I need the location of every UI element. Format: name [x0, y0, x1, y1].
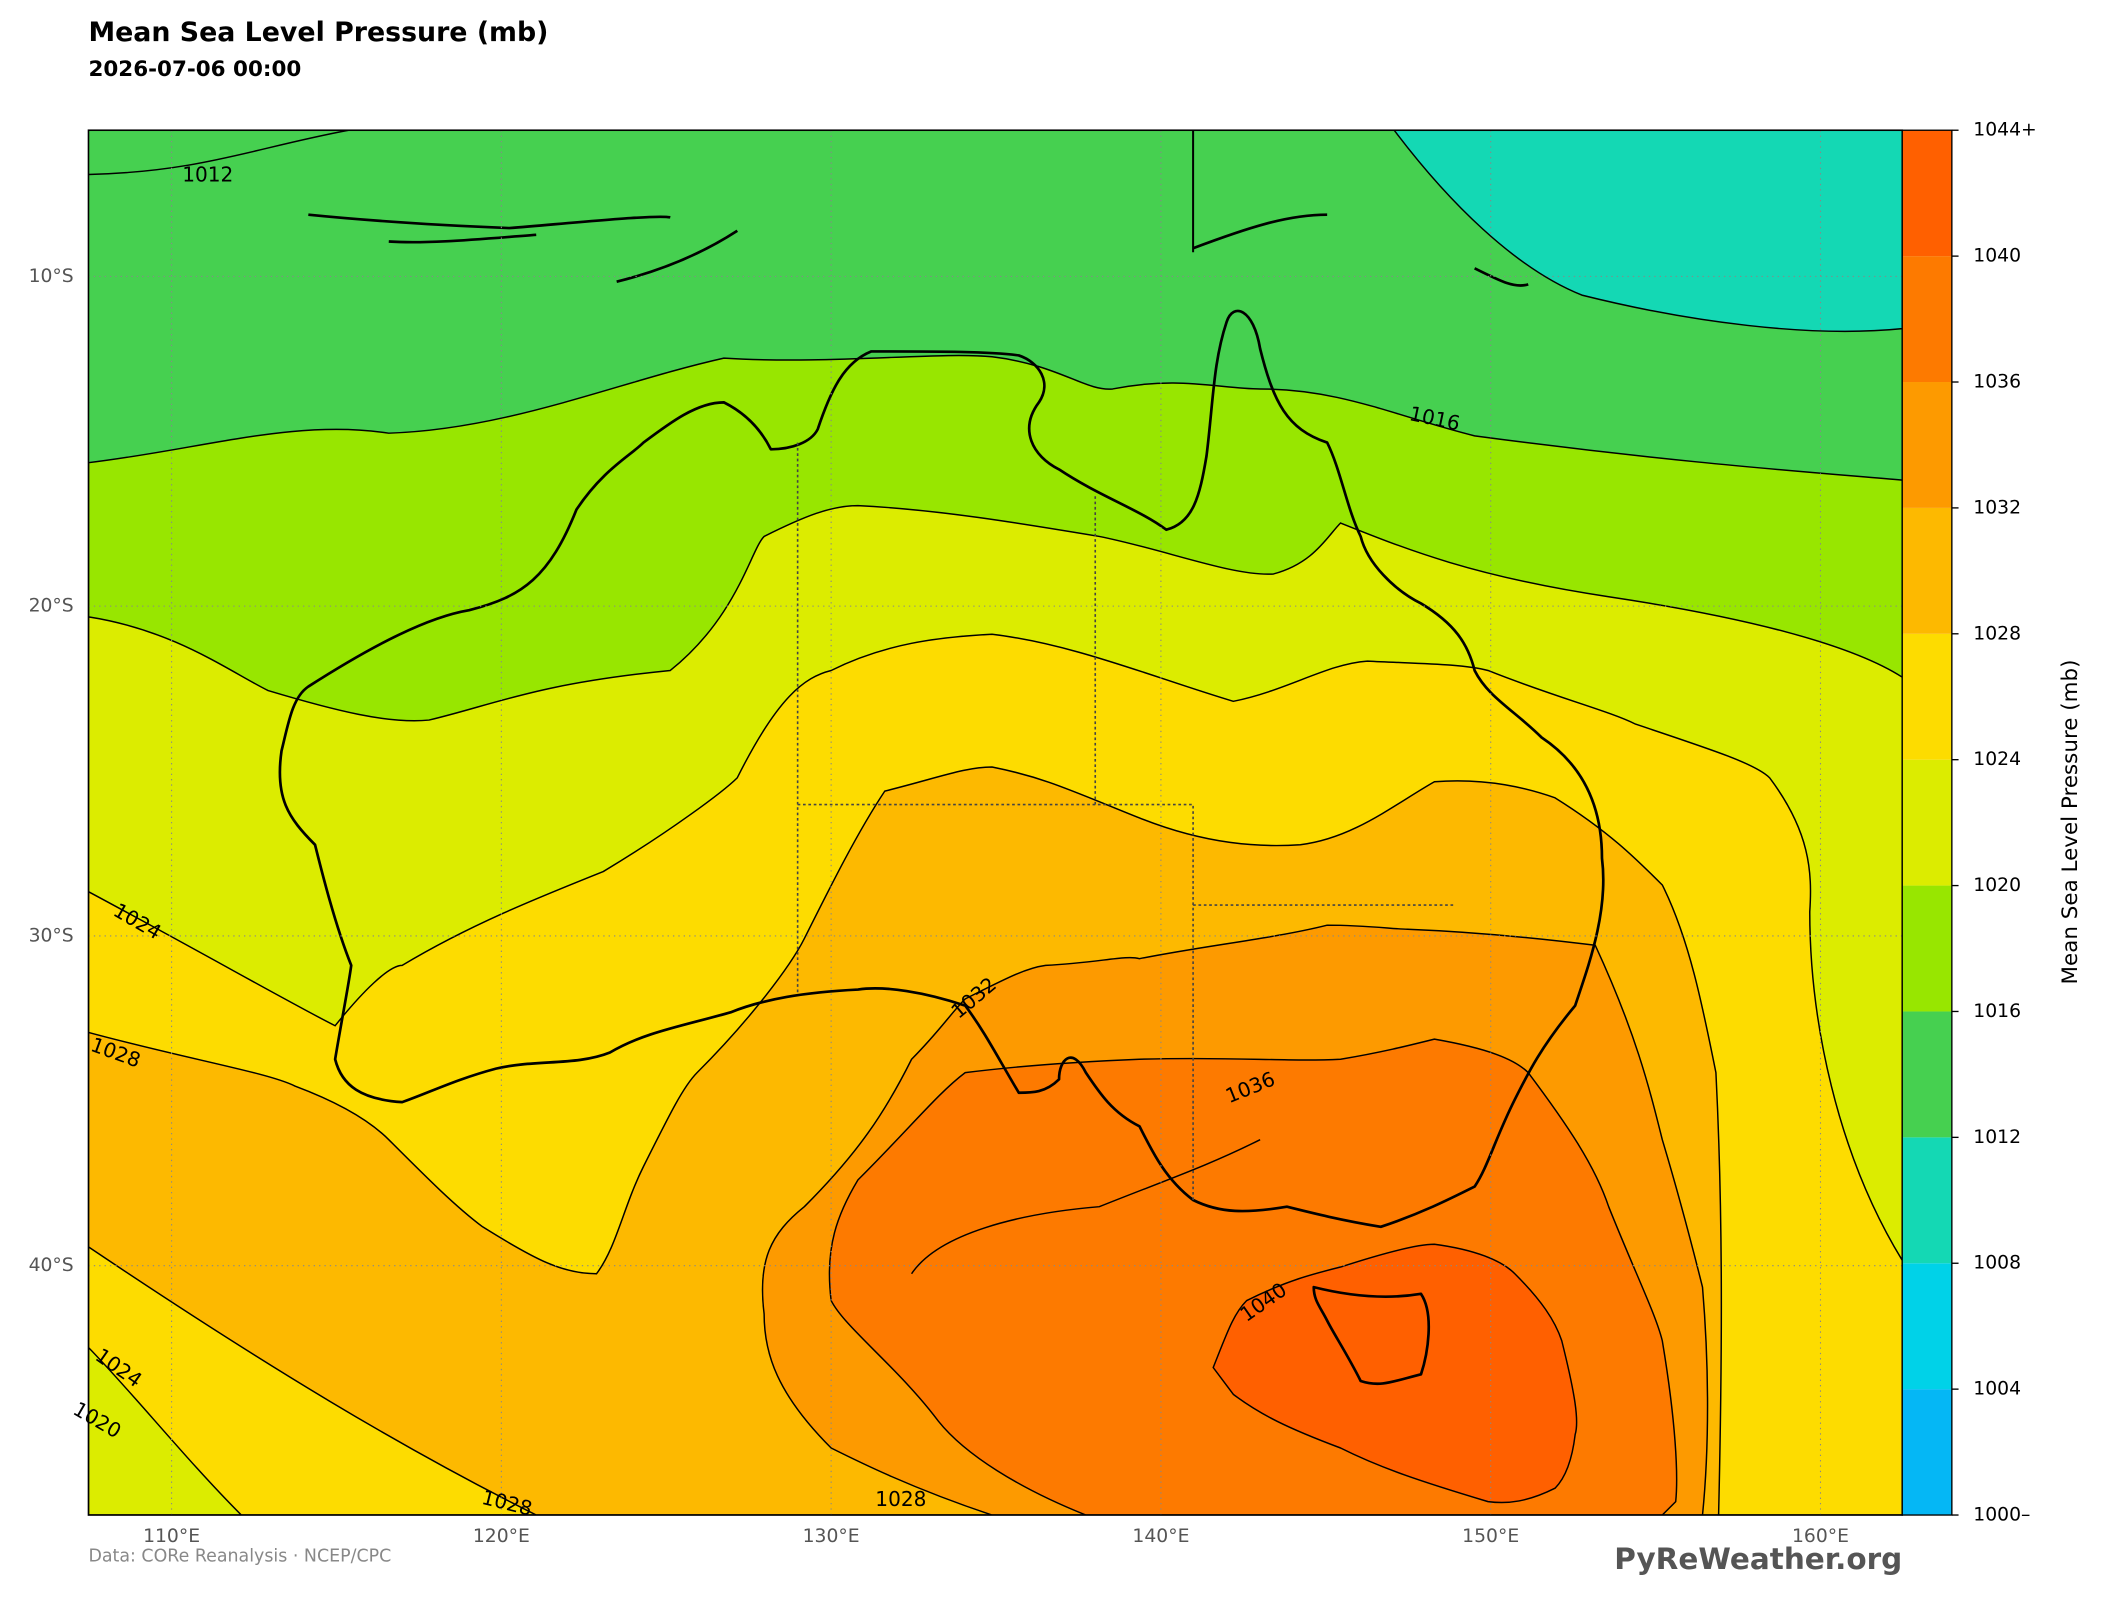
coastline — [308, 213, 1529, 287]
colorbar-segment — [1902, 382, 1952, 508]
colorbar-tick-label: 1032 — [1973, 497, 2021, 518]
colorbar-tick-label: 1044+ — [1973, 120, 2036, 141]
brand: PyReWeather.org — [1614, 1542, 1902, 1576]
colorbar-frame — [1901, 129, 1953, 1516]
colorbar-segment — [1902, 759, 1952, 886]
subtitle: 2026-07-06 00:00 — [88, 57, 301, 82]
lon-label: 160°E — [1792, 1526, 1849, 1547]
colorbar-segment — [1902, 885, 1952, 1012]
coastline — [1312, 1285, 1431, 1386]
colorbar-tick-label: 1016 — [1973, 1001, 2021, 1022]
coastline — [278, 309, 1605, 1229]
colorbar-segment — [1902, 507, 1952, 634]
colorbar-tick-label: 1012 — [1973, 1127, 2021, 1148]
colorbar-segment — [1902, 256, 1952, 383]
colorbar-segment — [1902, 1011, 1952, 1138]
lon-label: 120°E — [473, 1526, 530, 1547]
contour-label: 1012 — [182, 162, 233, 186]
colorbar-tick-label: 1040 — [1973, 246, 2021, 267]
colorbar-segment — [1902, 1263, 1952, 1390]
colorbar-segment — [1902, 130, 1952, 257]
colorbar-tick-label: 1036 — [1973, 372, 2021, 393]
data-source: Data: CORe Reanalysis · NCEP/CPC — [88, 1547, 391, 1567]
lon-label: 140°E — [1132, 1526, 1189, 1547]
lat-label: 40°S — [29, 1255, 74, 1276]
contour-line — [910, 1139, 1261, 1275]
lat-label: 10°S — [29, 266, 74, 287]
lat-label: 20°S — [29, 596, 74, 617]
state-border — [796, 442, 1455, 1200]
field — [1393, 130, 1903, 333]
map — [88, 130, 1903, 1516]
colorbar-segment — [1902, 1389, 1952, 1516]
lon-label: 110°E — [143, 1526, 200, 1547]
colorbar-tick-label: 1020 — [1973, 875, 2021, 896]
contour-line — [88, 130, 349, 176]
lon-label: 150°E — [1462, 1526, 1519, 1547]
colorbar-tick-label: 1024 — [1973, 749, 2021, 770]
colorbar-tick-label: 1004 — [1973, 1379, 2021, 1400]
colorbar-label: Mean Sea Level Pressure (mb) — [2058, 659, 2083, 984]
colorbar-tick-label: 1028 — [1973, 623, 2021, 644]
lat-label: 30°S — [29, 925, 74, 946]
lon-label: 130°E — [803, 1526, 860, 1547]
colorbar-segment — [1902, 633, 1952, 760]
colorbar-segment — [1902, 1137, 1952, 1264]
title: Mean Sea Level Pressure (mb) — [88, 17, 548, 48]
colorbar-tick-label: 1000– — [1973, 1505, 2030, 1526]
contour-label: 1028 — [875, 1487, 926, 1511]
colorbar-tick-label: 1008 — [1973, 1253, 2021, 1274]
field — [1212, 1243, 1578, 1504]
